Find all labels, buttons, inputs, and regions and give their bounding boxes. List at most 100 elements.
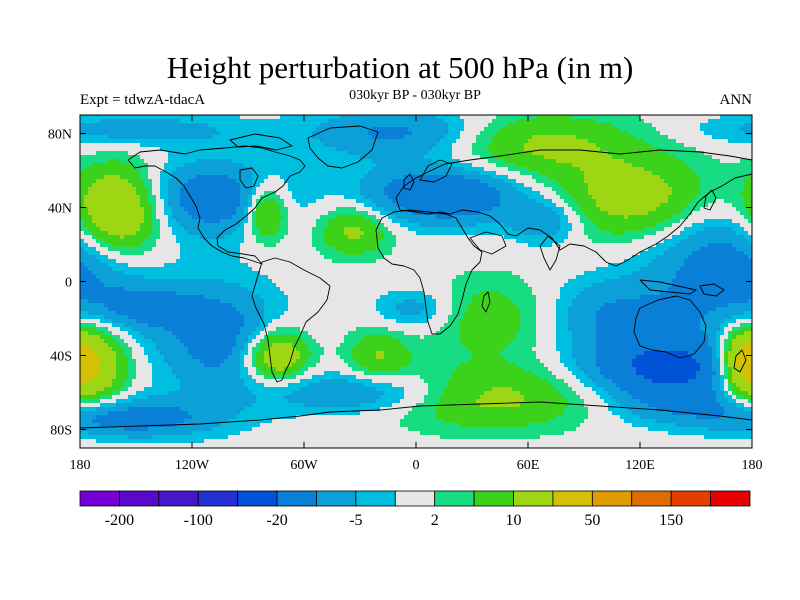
contour-cell xyxy=(176,235,201,240)
contour-cell xyxy=(180,251,241,256)
contour-cell xyxy=(168,199,181,204)
contour-cell xyxy=(260,195,281,200)
contour-cell xyxy=(652,259,685,264)
contour-cell xyxy=(692,251,745,256)
contour-cell xyxy=(472,351,501,356)
contour-cell xyxy=(344,359,357,364)
contour-cell xyxy=(300,327,357,332)
contour-cell xyxy=(308,347,325,352)
contour-cell xyxy=(80,219,85,224)
contour-cell xyxy=(516,179,537,184)
contour-cell xyxy=(648,403,721,408)
contour-cell xyxy=(96,407,129,412)
contour-cell xyxy=(240,327,257,332)
contour-cell xyxy=(488,183,513,188)
contour-cell xyxy=(120,335,133,340)
contour-cell xyxy=(256,235,285,240)
contour-cell xyxy=(80,255,97,260)
contour-cell xyxy=(720,403,737,408)
contour-cell xyxy=(328,243,381,248)
contour-cell xyxy=(288,303,377,308)
contour-cell xyxy=(548,419,585,424)
contour-cell xyxy=(80,155,141,160)
contour-cell xyxy=(520,323,537,328)
contour-cell xyxy=(552,207,565,212)
contour-cell xyxy=(356,199,373,204)
contour-cell xyxy=(80,159,109,164)
contour-cell xyxy=(536,315,557,320)
contour-cell xyxy=(244,315,265,320)
contour-cell xyxy=(596,351,645,356)
contour-cell xyxy=(596,339,709,344)
contour-cell xyxy=(124,339,137,344)
contour-cell xyxy=(596,311,709,316)
contour-cell xyxy=(616,299,749,304)
contour-cell xyxy=(320,123,449,128)
contour-cell xyxy=(584,211,609,216)
contour-cell xyxy=(740,327,752,332)
colorbar-swatch xyxy=(394,490,436,507)
contour-cell xyxy=(524,143,597,148)
contour-cell xyxy=(248,371,257,376)
contour-cell xyxy=(436,143,453,148)
contour-cell xyxy=(716,399,729,404)
contour-cell xyxy=(160,179,169,184)
contour-cell xyxy=(116,339,125,344)
contour-cell xyxy=(164,263,249,268)
contour-cell xyxy=(616,399,641,404)
contour-cell xyxy=(252,391,293,396)
contour-cell xyxy=(252,375,265,380)
contour-cell xyxy=(436,307,453,312)
contour-cell xyxy=(136,231,153,236)
contour-cell xyxy=(732,243,752,248)
contour-cell xyxy=(276,283,453,288)
contour-cell xyxy=(280,115,341,120)
contour-cell xyxy=(244,231,253,236)
contour-cell xyxy=(516,363,545,368)
contour-cell xyxy=(728,387,733,392)
contour-cell xyxy=(452,299,473,304)
contour-cell xyxy=(244,343,249,348)
contour-cell xyxy=(360,339,401,344)
contour-cell xyxy=(240,311,265,316)
contour-cell xyxy=(316,363,349,368)
x-tick-label: 60W xyxy=(290,458,318,473)
contour-cell xyxy=(488,147,525,152)
contour-cell xyxy=(712,355,717,360)
contour-cell xyxy=(576,135,637,140)
contour-cell xyxy=(308,343,321,348)
contour-cell xyxy=(304,339,317,344)
contour-cell xyxy=(688,203,709,208)
contour-cell xyxy=(708,427,752,432)
contour-cell xyxy=(116,371,129,376)
contour-cell xyxy=(240,255,325,260)
contour-cell xyxy=(308,355,321,360)
contour-cell xyxy=(84,219,93,224)
contour-cell xyxy=(220,219,241,224)
contour-cell xyxy=(148,163,165,168)
contour-cell xyxy=(476,139,493,144)
contour-cell xyxy=(704,131,745,136)
contour-cell xyxy=(376,355,385,360)
contour-cell xyxy=(728,355,737,360)
contour-cell xyxy=(100,335,113,340)
contour-cell xyxy=(80,247,85,252)
contour-cell xyxy=(560,183,589,188)
contour-cell xyxy=(288,227,313,232)
contour-cell xyxy=(348,235,361,240)
contour-cell xyxy=(692,223,741,228)
contour-cell xyxy=(252,175,269,180)
contour-cell xyxy=(308,383,365,388)
contour-cell xyxy=(108,247,153,252)
contour-cell xyxy=(748,391,752,396)
contour-cell xyxy=(88,431,193,436)
contour-cell xyxy=(292,343,309,348)
contour-cell xyxy=(556,231,569,236)
contour-cell xyxy=(392,335,421,340)
contour-cell xyxy=(324,143,437,148)
contour-cell xyxy=(440,395,481,400)
contour-cell xyxy=(96,235,121,240)
contour-cell xyxy=(160,191,169,196)
contour-cell xyxy=(248,347,253,352)
contour-cell xyxy=(536,343,557,348)
